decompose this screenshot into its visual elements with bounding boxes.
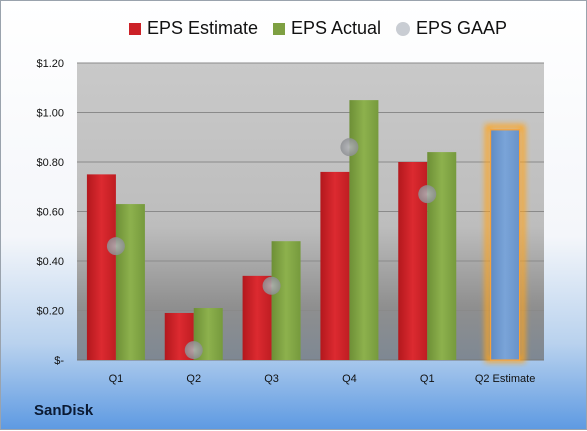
bar-eps-estimate — [320, 171, 350, 360]
y-tick-label: $- — [54, 355, 64, 367]
legend-label-estimate: EPS Estimate — [147, 18, 259, 38]
legend-eps-gaap: EPS GAAP — [396, 18, 507, 39]
bar-eps-actual — [349, 100, 379, 360]
y-tick-label: $0.80 — [36, 157, 64, 169]
legend-swatch-actual — [273, 22, 285, 35]
y-tick-label: $0.60 — [36, 207, 64, 219]
company-name: SanDisk — [34, 402, 94, 419]
y-tick-label: $0.20 — [36, 306, 64, 318]
y-tick-label: $0.40 — [36, 256, 64, 268]
x-tick-label: Q2 Estimate — [475, 373, 536, 385]
legend-label-actual: EPS Actual — [291, 18, 382, 38]
legend-eps-actual: EPS Actual — [273, 18, 381, 39]
marker-eps-gaap — [106, 237, 125, 256]
x-tick-label: Q3 — [264, 373, 279, 385]
x-tick-label: Q1 — [109, 373, 124, 385]
marker-eps-gaap — [418, 185, 437, 204]
bar-eps-actual — [427, 152, 457, 360]
legend-swatch-gaap — [396, 21, 410, 36]
marker-eps-gaap — [184, 341, 203, 360]
legend-label-gaap: EPS GAAP — [416, 18, 508, 38]
bar-eps-estimate — [86, 174, 116, 360]
chart-legend: EPS Estimate EPS Actual EPS GAAP — [1, 18, 587, 42]
bar-eps-actual — [489, 129, 521, 361]
x-tick-label: Q1 — [420, 373, 435, 385]
marker-eps-gaap — [340, 138, 359, 157]
marker-eps-gaap — [262, 276, 281, 295]
x-tick-label: Q4 — [342, 373, 357, 385]
x-tick-label: Q2 — [186, 373, 201, 385]
y-tick-label: $1.00 — [36, 108, 64, 120]
legend-swatch-estimate — [129, 22, 141, 35]
legend-eps-estimate: EPS Estimate — [129, 18, 258, 39]
bar-eps-actual — [271, 241, 301, 360]
y-tick-label: $1.20 — [36, 58, 64, 70]
bar-eps-actual — [115, 204, 145, 360]
